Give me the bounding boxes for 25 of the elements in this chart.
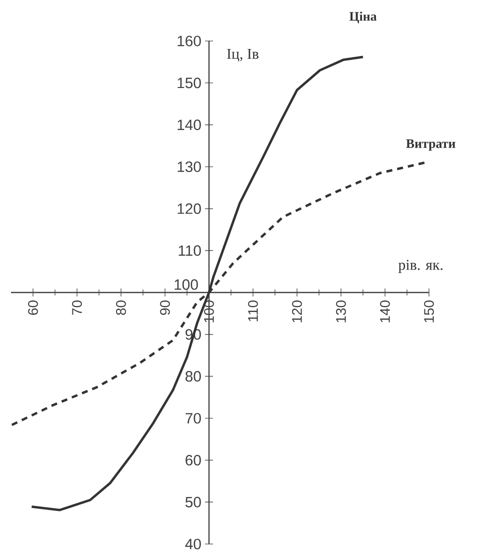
text: Ціна xyxy=(349,12,377,24)
y-axis-title: Іц, Ів xyxy=(227,48,258,62)
x-tick-label: 70 xyxy=(72,300,82,315)
x-tick-label: 60 xyxy=(28,300,38,315)
x-tick-label: 90 xyxy=(160,300,170,315)
y-tick-label: 150 xyxy=(178,78,201,88)
y-tick-label: 40 xyxy=(185,538,201,550)
x-tick-label: 80 xyxy=(116,300,126,315)
y-tick-label: 130 xyxy=(178,161,201,172)
y-tick-label: 120 xyxy=(178,203,201,214)
y-tick-label: 140 xyxy=(178,120,201,130)
x-tick-label: 110 xyxy=(248,300,258,322)
y-tick-label: 160 xyxy=(178,36,201,46)
y-tick-label: 50 xyxy=(185,496,201,508)
y-tick-label: 110 xyxy=(178,245,201,256)
y-tick-label: 80 xyxy=(186,371,201,382)
x-tick-label: 150 xyxy=(424,300,434,322)
series-label: Витрати xyxy=(406,139,456,151)
y-tick-label: 70 xyxy=(186,412,201,424)
x-tick-label: 140 xyxy=(380,300,390,322)
y-tick-label: 100 xyxy=(174,279,198,290)
x-tick-label: 130 xyxy=(336,300,346,322)
y-tick-label: 60 xyxy=(186,454,201,466)
x-tick-label: 120 xyxy=(292,300,302,322)
x-axis-title: рів. як. xyxy=(398,260,442,273)
